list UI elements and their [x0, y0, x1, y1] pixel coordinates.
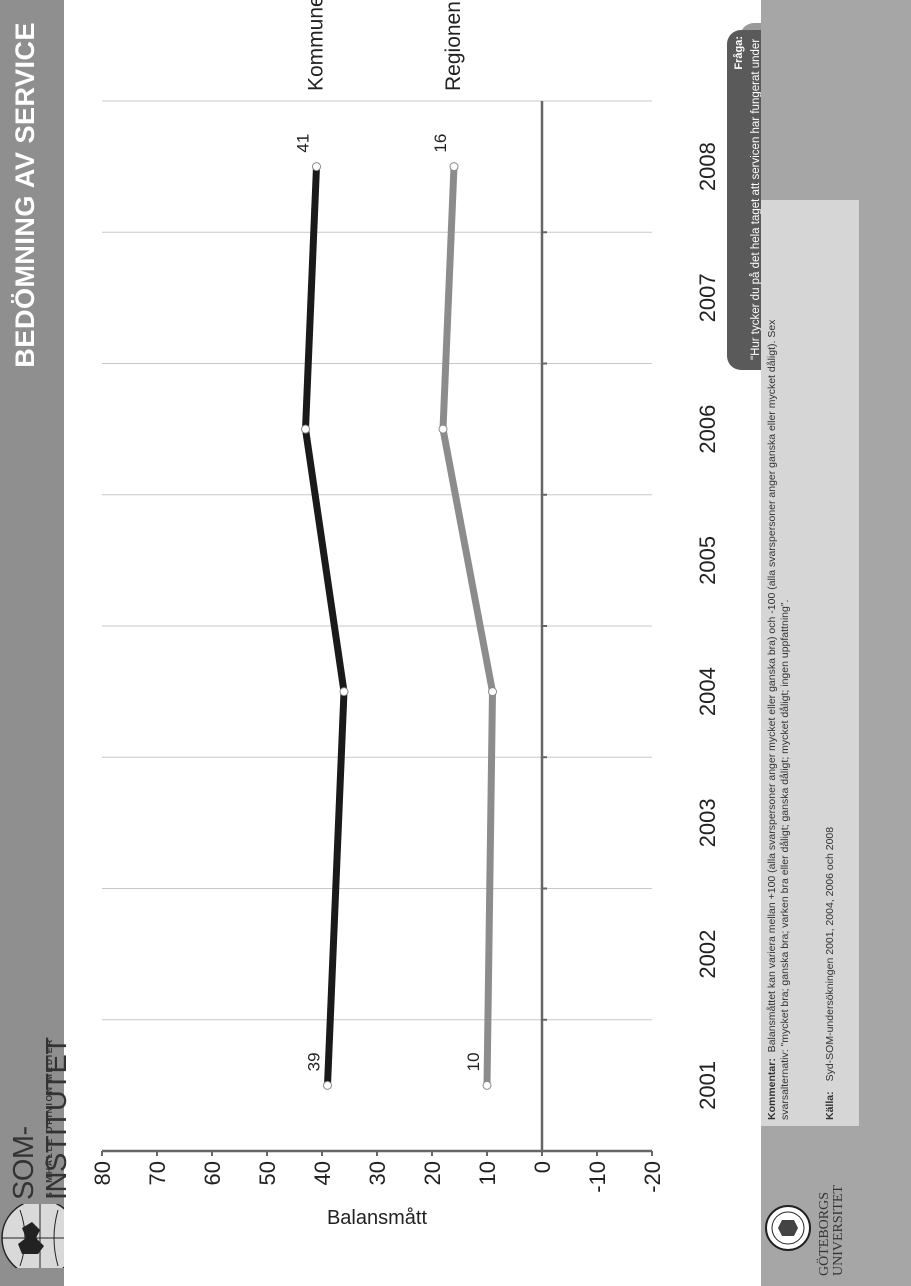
- y-tick-label: 40: [310, 1161, 335, 1185]
- header-bar: SOM-INSTITUTET SAMHÄLLE OPINION MEDIER B…: [0, 0, 73, 1286]
- y-tick-label: 20: [420, 1161, 445, 1185]
- data-point: [482, 1080, 492, 1090]
- series-name-label: Regionen Skåne: [442, 0, 465, 91]
- source-body: Syd-SOM-undersökningen 2001, 2004, 2006 …: [824, 826, 836, 1082]
- y-tick-label: 30: [365, 1161, 390, 1185]
- comment-label: Kommentar:: [766, 1058, 778, 1120]
- y-tick-label: 0: [530, 1161, 555, 1173]
- university-name: GÖTEBORGS UNIVERSITET: [817, 1185, 846, 1276]
- globe-icon: [0, 1204, 64, 1268]
- data-point: [339, 687, 349, 697]
- y-axis-label: Balansmått: [327, 1207, 427, 1229]
- source-text: Källa: Syd-SOM-undersökningen 2001, 2004,…: [824, 827, 836, 1120]
- data-point: [438, 424, 448, 434]
- y-tick-label: 60: [200, 1161, 225, 1185]
- source-label: Källa:: [824, 1091, 836, 1120]
- x-tick-label: 2004: [695, 667, 720, 716]
- x-tick-label: 2001: [695, 1061, 720, 1110]
- y-tick-label: -10: [585, 1161, 610, 1193]
- x-tick-label: 2006: [695, 405, 720, 454]
- data-point: [323, 1080, 332, 1090]
- comment-text: Kommentar: Balansmåttet kan variera mell…: [766, 300, 791, 1120]
- chart-grid: [102, 100, 652, 1152]
- data-point: [488, 687, 497, 697]
- line-chart: 80 70 60 50 40 30 20 10 0 -10 -20 2001 2002 2003 2004 2…: [90, 0, 720, 1229]
- series-line: [302, 163, 348, 1089]
- y-tick-label: 50: [255, 1161, 280, 1185]
- question-label: Fråga:: [733, 36, 745, 70]
- data-point: [449, 162, 459, 172]
- x-tick-label: 2002: [695, 930, 720, 979]
- data-label: 39: [305, 1052, 324, 1071]
- data-point: [312, 162, 321, 172]
- chart-series: [301, 162, 497, 1090]
- x-tick-label: 2005: [695, 536, 720, 585]
- university-seal-icon: [765, 1205, 811, 1251]
- comment-body: Balansmåttet kan variera mellan +100 (al…: [766, 319, 791, 1120]
- y-tick-label: 80: [90, 1161, 115, 1185]
- data-label: 41: [294, 134, 313, 153]
- series-name-label: Kommunen Skåne: [305, 0, 328, 91]
- series-line: [439, 163, 496, 1089]
- y-tick-label: 10: [475, 1161, 500, 1185]
- y-tick-label: 70: [145, 1161, 170, 1185]
- som-logo: SOM-INSTITUTET SAMHÄLLE OPINION MEDIER: [0, 1008, 73, 1268]
- x-tick-label: 2003: [695, 798, 720, 847]
- chart-text: 80 70 60 50 40 30 20 10 0 -10 -20 2001 2002 2003 2004 2…: [90, 0, 720, 1229]
- x-tick-label: 2007: [695, 273, 720, 322]
- y-tick-label: -20: [640, 1161, 665, 1193]
- data-label: 16: [431, 134, 450, 153]
- chart-axes: [101, 101, 653, 1156]
- x-tick-label: 2008: [695, 142, 720, 191]
- data-label: 10: [464, 1052, 483, 1071]
- data-point: [301, 424, 310, 434]
